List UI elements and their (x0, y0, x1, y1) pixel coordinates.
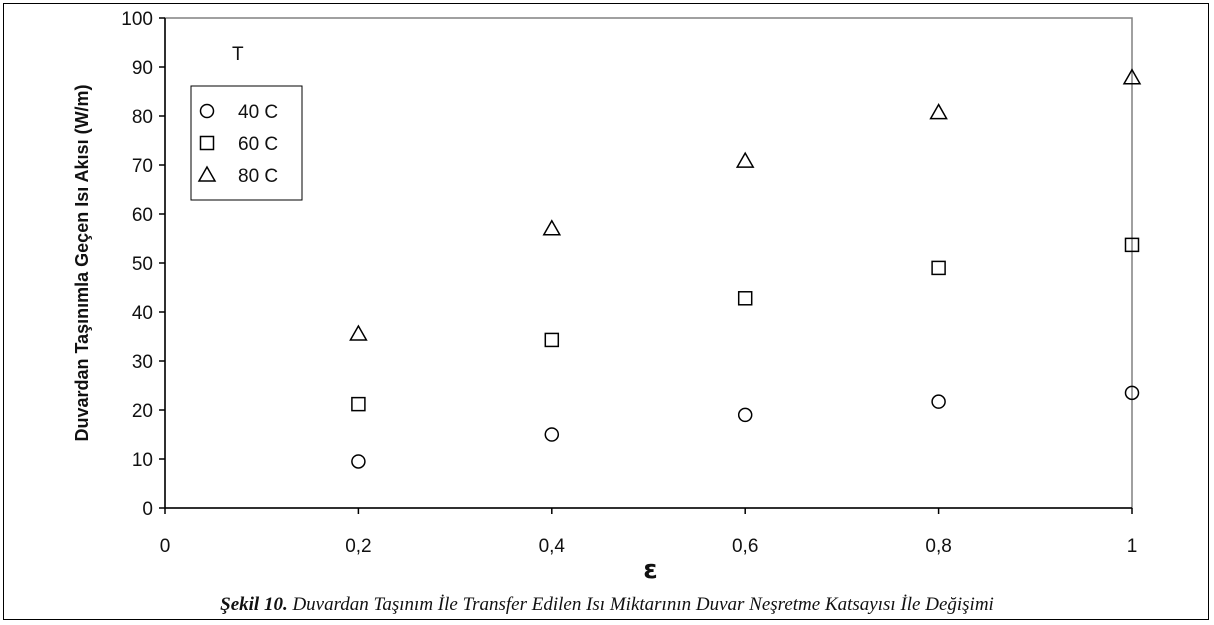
data-points (349, 68, 1142, 469)
y-tick-label: 70 (132, 156, 153, 177)
figure-frame (3, 3, 1209, 620)
legend-title: T (232, 44, 244, 65)
x-axis-ticks: 0 0,2 0,4 0,6 0,8 1 (160, 507, 1138, 557)
data-point-triangle (542, 219, 562, 236)
y-tick-label: 20 (132, 401, 153, 422)
caption-text: Duvardan Taşınım İle Transfer Edilen Isı… (287, 594, 994, 615)
series-80-c (349, 68, 1142, 341)
data-point-circle (351, 454, 366, 469)
figure-caption: Şekil 10. Duvardan Taşınım İle Transfer … (0, 594, 1214, 616)
x-tick-label: 0 (160, 536, 171, 557)
data-point-square (737, 291, 753, 306)
x-axis-label: ε (643, 555, 657, 585)
legend-items: 40 C 60 C 80 C (197, 102, 278, 187)
x-tick-label: 0,2 (345, 536, 371, 557)
data-point-square (544, 332, 560, 348)
series-40-c (351, 385, 1140, 469)
y-tick-label: 80 (132, 107, 153, 128)
legend-item: 60 C (199, 134, 278, 155)
plot-area (164, 17, 1133, 509)
data-point-square (931, 260, 946, 276)
y-axis-label: Duvardan Taşınımla Geçen Isı Akısı (W/m) (72, 84, 92, 441)
x-tick-label: 0,4 (539, 536, 566, 557)
y-tick-label: 40 (132, 303, 153, 324)
data-point-triangle (929, 103, 948, 120)
legend-marker-square (199, 135, 215, 151)
y-tick-label: 0 (142, 499, 153, 520)
data-point-triangle (349, 324, 368, 341)
series-60-c (351, 237, 1140, 412)
data-point-triangle (1122, 68, 1142, 85)
legend-label: 80 C (238, 166, 278, 187)
y-tick-label: 100 (121, 9, 153, 30)
data-point-circle (544, 427, 560, 442)
legend-marker-circle (199, 103, 215, 119)
legend-label: 40 C (238, 102, 278, 123)
legend-label: 60 C (238, 134, 278, 155)
data-point-circle (1124, 385, 1140, 401)
legend-item: 40 C (199, 102, 278, 123)
x-tick-label: 0,8 (925, 536, 951, 557)
data-point-circle (931, 394, 946, 409)
legend: T 40 C 60 C 80 C (190, 44, 303, 201)
legend-item: 80 C (197, 165, 278, 187)
caption-label: Şekil 10. (220, 594, 288, 615)
data-point-triangle (735, 151, 755, 168)
y-axis-ticks: 0 10 20 30 40 50 60 70 80 90 100 (121, 9, 166, 520)
y-tick-label: 50 (132, 254, 153, 275)
x-tick-label: 1 (1127, 536, 1138, 557)
y-tick-label: 10 (132, 450, 153, 471)
data-point-circle (737, 407, 753, 423)
data-point-square (351, 396, 366, 412)
legend-marker-triangle (197, 165, 217, 182)
x-tick-label: 0,6 (732, 536, 758, 557)
y-tick-label: 60 (132, 205, 153, 226)
y-tick-label: 30 (132, 352, 153, 373)
y-tick-label: 90 (132, 58, 153, 79)
data-point-square (1124, 237, 1140, 253)
